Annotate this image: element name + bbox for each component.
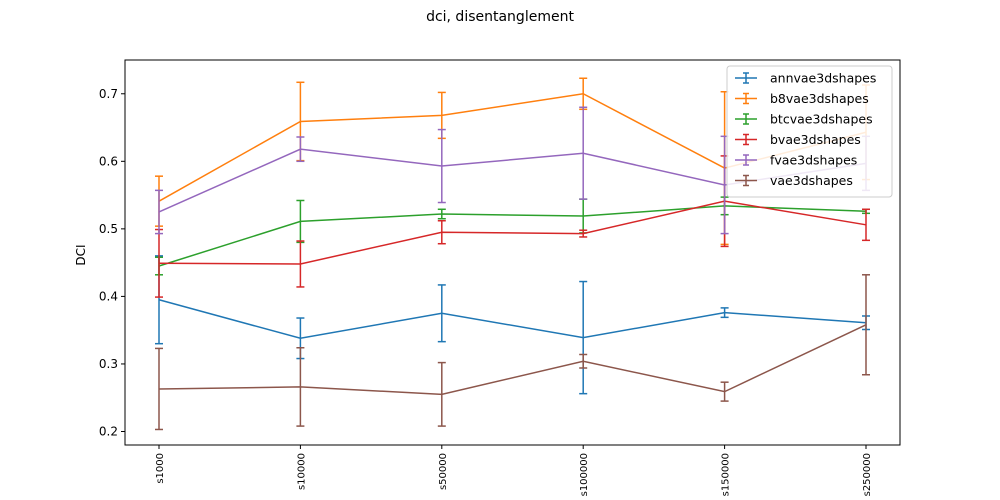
legend-item: fvae3dshapes xyxy=(735,153,857,168)
legend-label: fvae3dshapes xyxy=(770,153,857,168)
y-tick-label: 0.2 xyxy=(99,424,118,438)
x-tick-label: s250000 xyxy=(862,453,873,496)
legend-item: annvae3dshapes xyxy=(735,71,876,86)
x-tick-label: s10000 xyxy=(296,453,307,490)
series-line xyxy=(158,205,867,267)
x-axis: s1000 s10000 s50000 s100000 s150000 s250000 xyxy=(155,445,873,496)
series-vae3dshapes xyxy=(155,274,870,431)
legend-frame xyxy=(726,65,893,198)
legend-item: btcvae3dshapes xyxy=(735,112,873,127)
legend-label: vae3dshapes xyxy=(770,173,853,188)
legend-label: b8vae3dshapes xyxy=(770,91,869,106)
x-tick-label: s50000 xyxy=(438,453,449,490)
plot-area-frame xyxy=(124,59,901,446)
legend-label: btcvae3dshapes xyxy=(770,112,873,127)
series-line xyxy=(158,200,867,265)
chart-title: dci, disentanglement xyxy=(426,9,574,25)
x-tick-label: s150000 xyxy=(721,453,732,496)
series-line xyxy=(158,324,867,396)
legend-item: vae3dshapes xyxy=(735,173,853,188)
y-tick-label: 0.4 xyxy=(99,289,118,303)
y-tick-label: 0.7 xyxy=(99,87,118,101)
series-line xyxy=(158,299,867,340)
legend-label: bvae3dshapes xyxy=(770,132,861,147)
legend-label: annvae3dshapes xyxy=(770,71,876,86)
y-tick-label: 0.5 xyxy=(99,222,118,236)
y-tick-label: 0.6 xyxy=(99,154,118,168)
y-tick-label: 0.3 xyxy=(99,357,118,371)
legend-item: bvae3dshapes xyxy=(735,132,861,147)
legend-item: b8vae3dshapes xyxy=(735,91,869,106)
x-tick-label: s1000 xyxy=(155,453,166,484)
legend: annvae3dshapes b8vae3dshapes btcvae3dshape… xyxy=(726,65,893,198)
x-tick-label: s100000 xyxy=(579,453,590,496)
y-axis-label: DCI xyxy=(74,244,88,265)
y-axis: 0.2 0.3 0.4 0.5 0.6 0.7 xyxy=(99,87,125,438)
